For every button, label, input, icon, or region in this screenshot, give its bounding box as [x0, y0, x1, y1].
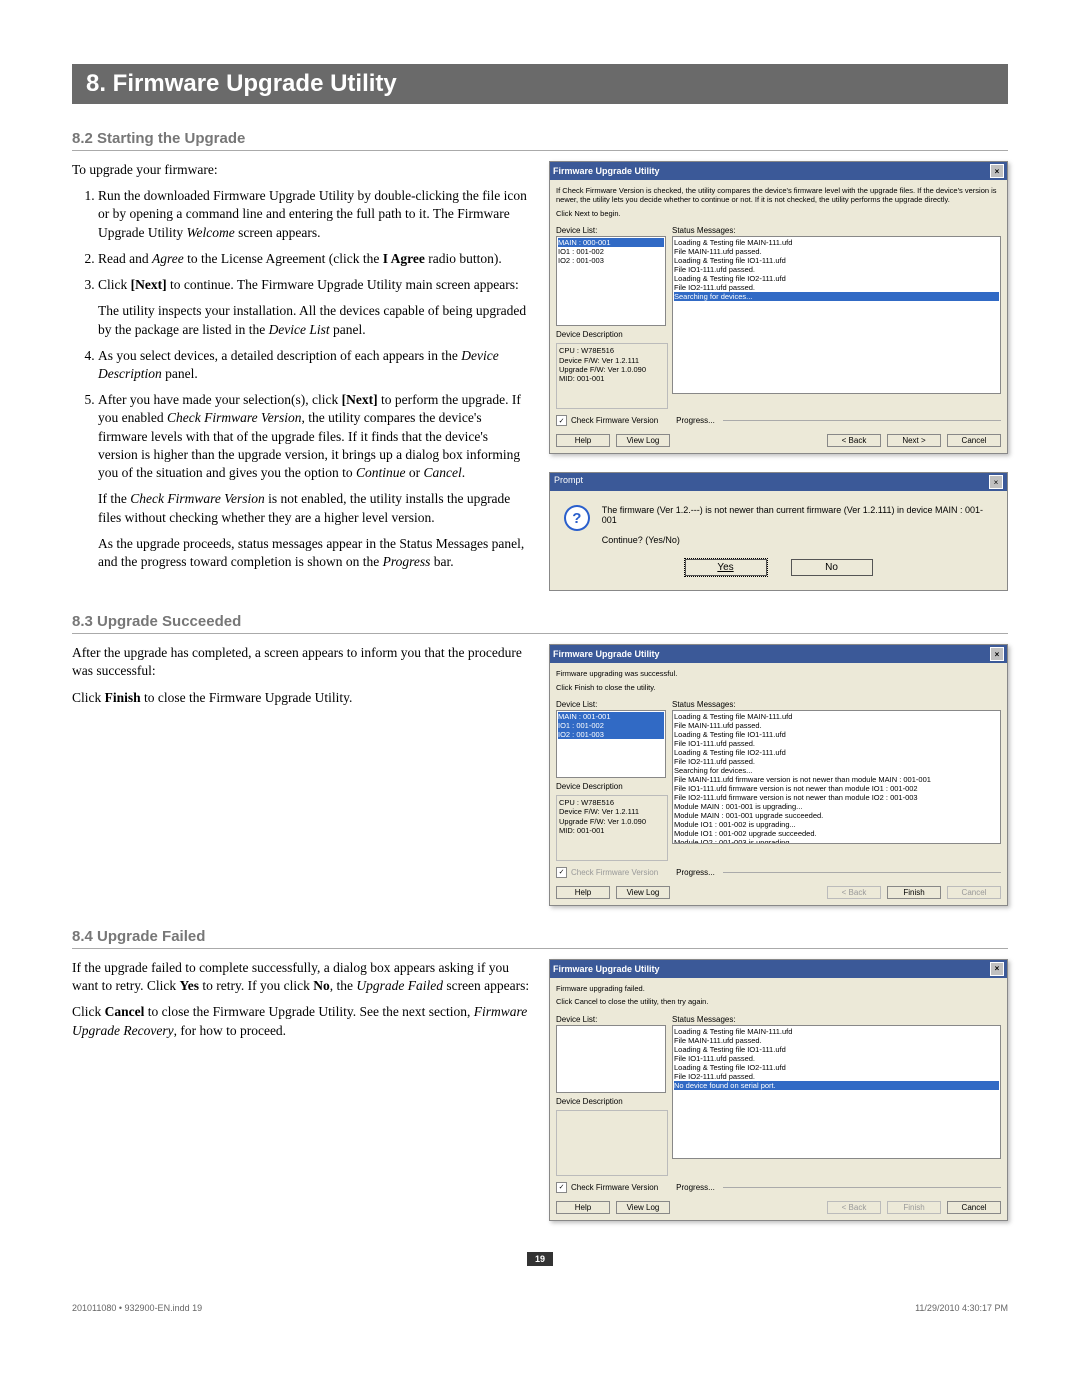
status-label: Status Messages: [672, 226, 1001, 235]
window-title: Firmware Upgrade Utility [553, 964, 660, 974]
check-firmware-checkbox[interactable]: ✓ [556, 867, 567, 878]
section-8-3-heading: 8.3 Upgrade Succeeded [72, 613, 1008, 634]
cancel-button[interactable]: Cancel [947, 1201, 1001, 1214]
progress-label: Progress... [676, 416, 715, 425]
yes-button[interactable]: Yes [685, 559, 767, 576]
step-1: Run the downloaded Firmware Upgrade Util… [98, 187, 531, 242]
help-button[interactable]: Help [556, 1201, 610, 1214]
sec84-p1: If the upgrade failed to complete succes… [72, 959, 531, 995]
progress-label: Progress... [676, 868, 715, 877]
step-3: Click [Next] to continue. The Firmware U… [98, 276, 531, 339]
status-messages: Loading & Testing file MAIN-111.ufd File… [672, 710, 1001, 844]
sec83-p1: After the upgrade has completed, a scree… [72, 644, 531, 680]
success-text: Firmware upgrading was successful. [556, 669, 1001, 678]
device-desc-label: Device Description [556, 330, 668, 339]
close-icon[interactable]: × [989, 475, 1003, 489]
finish-button[interactable]: Finish [887, 886, 941, 899]
view-log-button[interactable]: View Log [616, 886, 670, 899]
status-messages: Loading & Testing file MAIN-111.ufd File… [672, 1025, 1001, 1159]
section-8-2-heading: 8.2 Starting the Upgrade [72, 130, 1008, 151]
sec83-p2: Click Finish to close the Firmware Upgra… [72, 689, 531, 707]
click-cancel-text: Click Cancel to close the utility, then … [556, 997, 1001, 1006]
help-button[interactable]: Help [556, 886, 610, 899]
window-title: Firmware Upgrade Utility [553, 166, 660, 176]
progress-label: Progress... [676, 1183, 715, 1192]
device-description [556, 1110, 668, 1176]
window-title: Firmware Upgrade Utility [553, 649, 660, 659]
prompt-line-2: Continue? (Yes/No) [602, 535, 993, 545]
device-description: CPU : W78E516 Device F/W: Ver 1.2.111 Up… [556, 795, 668, 861]
finish-button: Finish [887, 1201, 941, 1214]
status-label: Status Messages: [672, 700, 1001, 709]
device-item[interactable]: MAIN : 001-001 [558, 712, 664, 721]
sec82-steps: Run the downloaded Firmware Upgrade Util… [72, 187, 531, 571]
click-finish-text: Click Finish to close the utility. [556, 683, 1001, 692]
status-label: Status Messages: [672, 1015, 1001, 1024]
back-button: < Back [827, 886, 881, 899]
help-button[interactable]: Help [556, 434, 610, 447]
prompt-title: Prompt [554, 475, 583, 489]
device-list[interactable]: MAIN : 001-001 IO1 : 001-002 IO2 : 001-0… [556, 710, 666, 778]
chapter-title: 8. Firmware Upgrade Utility [72, 64, 1008, 104]
step-5: After you have made your selection(s), c… [98, 391, 531, 571]
step-2: Read and Agree to the License Agreement … [98, 250, 531, 268]
check-firmware-label: Check Firmware Version [571, 868, 658, 877]
click-next-text: Click Next to begin. [556, 209, 1001, 218]
check-firmware-checkbox[interactable]: ✓ [556, 415, 567, 426]
close-icon[interactable]: × [990, 962, 1004, 976]
cancel-button: Cancel [947, 886, 1001, 899]
prompt-line-1: The firmware (Ver 1.2.---) is not newer … [602, 505, 993, 525]
progress-bar [723, 872, 1001, 873]
device-list[interactable] [556, 1025, 666, 1093]
upgrade-failed-window: Firmware Upgrade Utility × Firmware upgr… [549, 959, 1008, 1221]
view-log-button[interactable]: View Log [616, 434, 670, 447]
next-button[interactable]: Next > [887, 434, 941, 447]
no-button[interactable]: No [791, 559, 873, 576]
sec82-intro: To upgrade your firmware: [72, 161, 531, 179]
progress-bar [723, 1187, 1001, 1188]
close-icon[interactable]: × [990, 164, 1004, 178]
prompt-dialog: Prompt × ? The firmware (Ver 1.2.---) is… [549, 472, 1008, 591]
device-list-label: Device List: [556, 1015, 668, 1024]
info-text: If Check Firmware Version is checked, th… [556, 186, 1001, 205]
device-desc-label: Device Description [556, 1097, 668, 1106]
device-list[interactable]: MAIN : 000-001 IO1 : 001-002 IO2 : 001-0… [556, 236, 666, 326]
device-description: CPU : W78E516 Device F/W: Ver 1.2.111 Up… [556, 343, 668, 409]
sec84-p2: Click Cancel to close the Firmware Upgra… [72, 1003, 531, 1039]
device-desc-label: Device Description [556, 782, 668, 791]
cancel-button[interactable]: Cancel [947, 434, 1001, 447]
device-list-label: Device List: [556, 226, 668, 235]
device-list-label: Device List: [556, 700, 668, 709]
close-icon[interactable]: × [990, 647, 1004, 661]
step-4: As you select devices, a detailed descri… [98, 347, 531, 383]
upgrade-utility-window-1: Firmware Upgrade Utility × If Check Firm… [549, 161, 1008, 454]
page-number: 19 [72, 1249, 1008, 1267]
device-item[interactable]: IO2 : 001-003 [558, 730, 664, 739]
check-firmware-checkbox[interactable]: ✓ [556, 1182, 567, 1193]
back-button[interactable]: < Back [827, 434, 881, 447]
device-item[interactable]: IO1 : 001-002 [558, 247, 664, 256]
device-item[interactable]: IO2 : 001-003 [558, 256, 664, 265]
question-icon: ? [564, 505, 590, 531]
device-item[interactable]: MAIN : 000-001 [558, 238, 664, 247]
failed-text: Firmware upgrading failed. [556, 984, 1001, 993]
view-log-button[interactable]: View Log [616, 1201, 670, 1214]
device-item[interactable]: IO1 : 001-002 [558, 721, 664, 730]
upgrade-succeeded-window: Firmware Upgrade Utility × Firmware upgr… [549, 644, 1008, 906]
footer-left: 201011080 • 932900-EN.indd 19 [72, 1303, 202, 1313]
footer-right: 11/29/2010 4:30:17 PM [915, 1303, 1008, 1313]
back-button: < Back [827, 1201, 881, 1214]
check-firmware-label: Check Firmware Version [571, 1183, 658, 1192]
status-messages: Loading & Testing file MAIN-111.ufd File… [672, 236, 1001, 394]
progress-bar [723, 420, 1001, 421]
section-8-4-heading: 8.4 Upgrade Failed [72, 928, 1008, 949]
check-firmware-label: Check Firmware Version [571, 416, 658, 425]
